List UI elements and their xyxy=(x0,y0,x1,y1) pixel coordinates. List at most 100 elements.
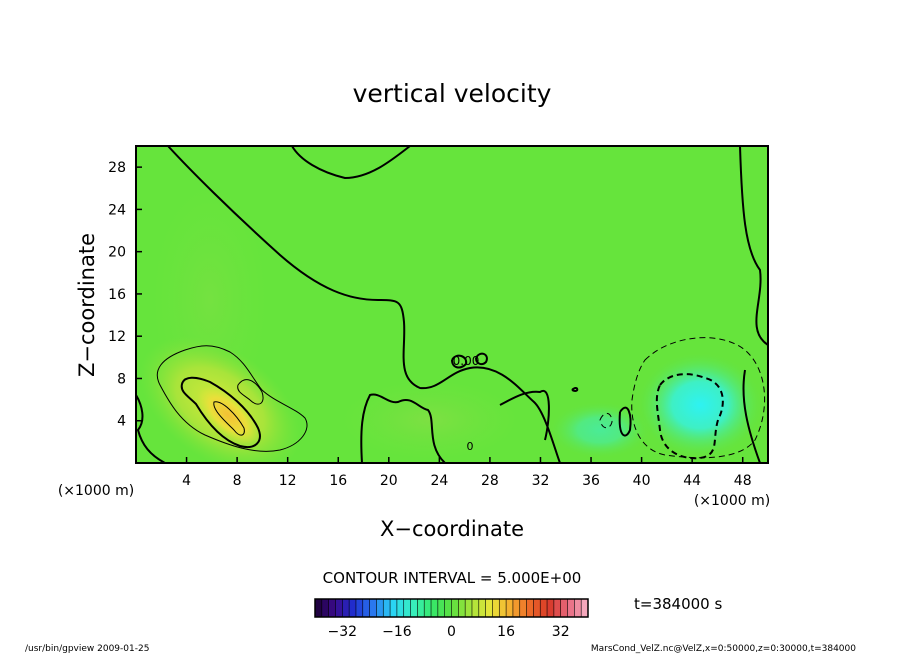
color-bar-cell xyxy=(369,599,377,617)
color-bar: −32 −16 0 16 32 xyxy=(314,598,589,640)
y-tick-label: 20 xyxy=(108,245,126,261)
time-text: t=384000 s xyxy=(634,595,722,613)
footer-right: MarsCond_VelZ.nc@VelZ,x=0:50000,z=0:3000… xyxy=(591,644,856,654)
zero-contour-lines xyxy=(136,146,768,463)
zero-contour xyxy=(451,354,468,369)
x-tick-label: 20 xyxy=(380,473,398,489)
color-bar-cell xyxy=(390,599,398,617)
positive-contour-15 xyxy=(213,401,245,436)
color-bar-cell xyxy=(444,599,452,617)
color-bar-cell xyxy=(396,599,405,617)
color-bar-cell xyxy=(581,599,589,617)
color-bar-cell xyxy=(328,599,336,617)
contour-label: 0.00 xyxy=(453,354,480,368)
color-bar-cell xyxy=(492,599,500,617)
positive-contour-10 xyxy=(180,376,261,448)
color-bar-cell xyxy=(355,599,364,617)
color-bar-cell xyxy=(349,599,357,617)
contour-label: 0 xyxy=(467,440,474,453)
x-axis-label: X−coordinate xyxy=(380,517,524,541)
color-bar-cell xyxy=(485,599,493,617)
zero-contour xyxy=(618,406,632,437)
color-bar-cell xyxy=(519,599,528,617)
zero-contour xyxy=(475,352,488,366)
negative-contour-5 xyxy=(631,337,766,459)
downdraft-shading xyxy=(638,353,762,457)
downdraft-shading xyxy=(550,402,650,458)
color-bar-cell xyxy=(424,599,432,617)
color-bar-cell xyxy=(335,599,343,617)
color-bar-cell xyxy=(315,599,323,617)
color-bar-cell xyxy=(342,599,350,617)
zero-contour xyxy=(291,146,411,180)
color-bar-cell xyxy=(451,599,459,617)
x-tick-label: 24 xyxy=(430,473,448,489)
positive-contour-5 xyxy=(156,345,308,452)
x-tick-label: 28 xyxy=(481,473,499,489)
chart-title: vertical velocity xyxy=(353,79,552,108)
color-bar-cell xyxy=(560,599,569,617)
color-bar-cell xyxy=(383,599,391,617)
color-bar-tick-label: −16 xyxy=(382,624,412,640)
zero-contour xyxy=(742,369,761,463)
color-bar-tick-label: 0 xyxy=(447,624,456,640)
y-tick-label: 8 xyxy=(117,371,126,387)
updraft-shading-core xyxy=(197,386,259,444)
y-tick-label: 12 xyxy=(108,329,126,345)
color-bar-cell xyxy=(506,599,514,617)
x-tick-label: 16 xyxy=(329,473,347,489)
x-tick-label: 8 xyxy=(233,473,242,489)
color-bar-cell xyxy=(478,599,487,617)
x-tick-label: 36 xyxy=(582,473,600,489)
negative-contour-5 xyxy=(599,413,613,429)
color-bar-tick-label: 32 xyxy=(552,624,570,640)
color-bar-cell xyxy=(540,599,548,617)
y-tick-label: 28 xyxy=(108,160,126,176)
plot-area: 0.00 0 xyxy=(136,146,768,463)
x-tick-label: 40 xyxy=(633,473,651,489)
color-bar-frame xyxy=(314,598,589,618)
contour-interval-text: CONTOUR INTERVAL = 5.000E+00 xyxy=(323,569,582,587)
zero-contour xyxy=(136,394,166,463)
color-bar-cell xyxy=(526,599,534,617)
color-bar-cell xyxy=(362,599,371,617)
color-bar-tick-label: 16 xyxy=(497,624,515,640)
color-bar-cell xyxy=(499,599,507,617)
color-bar-cell xyxy=(574,599,582,617)
y-tick-label: 4 xyxy=(117,414,126,430)
x-tick-label: 48 xyxy=(734,473,752,489)
negative-contour-10 xyxy=(655,373,724,460)
x-axis-unit: (×1000 m) xyxy=(694,493,770,509)
color-bar-cell xyxy=(431,599,439,617)
color-bar-cell xyxy=(321,599,330,617)
color-bar-cell xyxy=(437,599,446,617)
zero-contour xyxy=(499,389,550,441)
y-axis-label: Z−coordinate xyxy=(75,233,99,377)
color-bar-cells xyxy=(314,599,589,617)
color-bar-cell xyxy=(471,599,480,617)
color-bar-cell xyxy=(458,599,466,617)
color-bar-cell xyxy=(567,599,575,617)
color-bar-cell xyxy=(465,599,473,617)
x-tick-label: 44 xyxy=(683,473,701,489)
zero-contour xyxy=(739,146,768,346)
color-bar-cell xyxy=(547,599,555,617)
x-axis-ticks: 4 8 12 16 20 24 28 32 36 40 44 48 xyxy=(182,457,752,489)
color-bar-cell xyxy=(533,599,541,617)
color-bar-cell xyxy=(512,599,521,617)
y-tick-label: 16 xyxy=(108,287,126,303)
color-bar-cell xyxy=(403,599,412,617)
color-bar-cell xyxy=(376,599,384,617)
negative-contour-lines xyxy=(599,337,766,460)
positive-contour-5 xyxy=(237,379,264,405)
zero-contour xyxy=(571,387,579,392)
color-bar-tick-label: −32 xyxy=(328,624,358,640)
color-bar-cell xyxy=(553,599,562,617)
color-bar-cell xyxy=(417,599,425,617)
y-axis-ticks: 4 8 12 16 20 24 28 xyxy=(108,160,142,430)
zero-contour xyxy=(360,393,446,463)
footer-left: /usr/bin/gpview 2009-01-25 xyxy=(25,644,149,654)
x-tick-label: 12 xyxy=(279,473,297,489)
x-tick-label: 32 xyxy=(532,473,550,489)
